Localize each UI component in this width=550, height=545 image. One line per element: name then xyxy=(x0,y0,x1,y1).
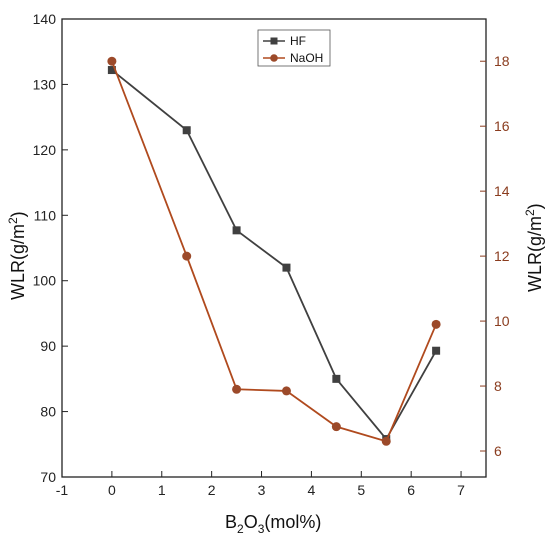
series-line-naoh xyxy=(111,60,437,443)
data-point-naoh xyxy=(431,319,441,329)
data-point-naoh xyxy=(331,422,341,432)
legend-naoh-label: NaOH xyxy=(290,51,323,65)
data-point-naoh xyxy=(381,436,391,446)
data-point-hf xyxy=(282,263,291,272)
x-tick-label: 4 xyxy=(308,482,316,498)
legend-hf-marker xyxy=(270,37,278,45)
data-point-hf xyxy=(432,346,441,355)
y-right-tick-label: 12 xyxy=(494,248,510,264)
y-left-tick-label: 90 xyxy=(40,338,56,354)
y-left-tick-label: 100 xyxy=(33,273,57,289)
legend-box xyxy=(257,29,331,67)
series-line-hf xyxy=(111,69,437,441)
data-point-hf xyxy=(232,226,241,235)
x-tick-label: 5 xyxy=(357,482,365,498)
y-left-tick-label: 70 xyxy=(40,469,56,485)
series-layer xyxy=(107,56,441,446)
y-right-tick-label: 16 xyxy=(494,118,510,134)
data-point-hf xyxy=(182,126,191,135)
x-axis: -1 0 1 2 3 4 5 6 7 xyxy=(56,471,465,498)
legend: HF NaOH xyxy=(257,29,331,67)
y-right-tick-label: 8 xyxy=(494,378,502,394)
x-tick-label: 3 xyxy=(258,482,266,498)
y-right-tick-label: 18 xyxy=(494,53,510,69)
y-left-tick-label: 140 xyxy=(33,11,57,27)
x-tick-label: 6 xyxy=(407,482,415,498)
legend-hf-label: HF xyxy=(290,34,306,48)
plot-frame xyxy=(61,18,487,478)
data-point-hf xyxy=(107,66,116,75)
left-y-axis-title: WLR(g/m2) xyxy=(6,211,28,300)
x-tick-label: -1 xyxy=(56,482,69,498)
y-left-tick-label: 80 xyxy=(40,404,56,420)
x-tick-label: 2 xyxy=(208,482,216,498)
y-right-tick-label: 14 xyxy=(494,183,510,199)
legend-naoh-marker xyxy=(270,54,278,62)
data-point-hf xyxy=(332,374,341,383)
left-y-axis: 70 80 90 100 110 120 130 140 xyxy=(33,11,68,485)
x-axis-title: B2O3(mol%) xyxy=(225,512,321,536)
y-right-tick-label: 6 xyxy=(494,443,502,459)
right-y-axis: 6 8 10 12 14 16 18 xyxy=(480,53,510,459)
data-point-naoh xyxy=(107,56,117,66)
data-point-naoh xyxy=(281,386,291,396)
x-tick-label: 7 xyxy=(457,482,465,498)
y-left-tick-label: 130 xyxy=(33,76,57,92)
data-point-naoh xyxy=(182,251,192,261)
x-tick-label: 1 xyxy=(158,482,166,498)
right-y-axis-title: WLR(g/m2) xyxy=(523,203,545,292)
data-point-naoh xyxy=(232,384,242,394)
y-left-tick-label: 120 xyxy=(33,142,57,158)
x-tick-label: 0 xyxy=(108,482,116,498)
y-right-tick-label: 10 xyxy=(494,313,510,329)
y-left-tick-label: 110 xyxy=(34,207,57,223)
